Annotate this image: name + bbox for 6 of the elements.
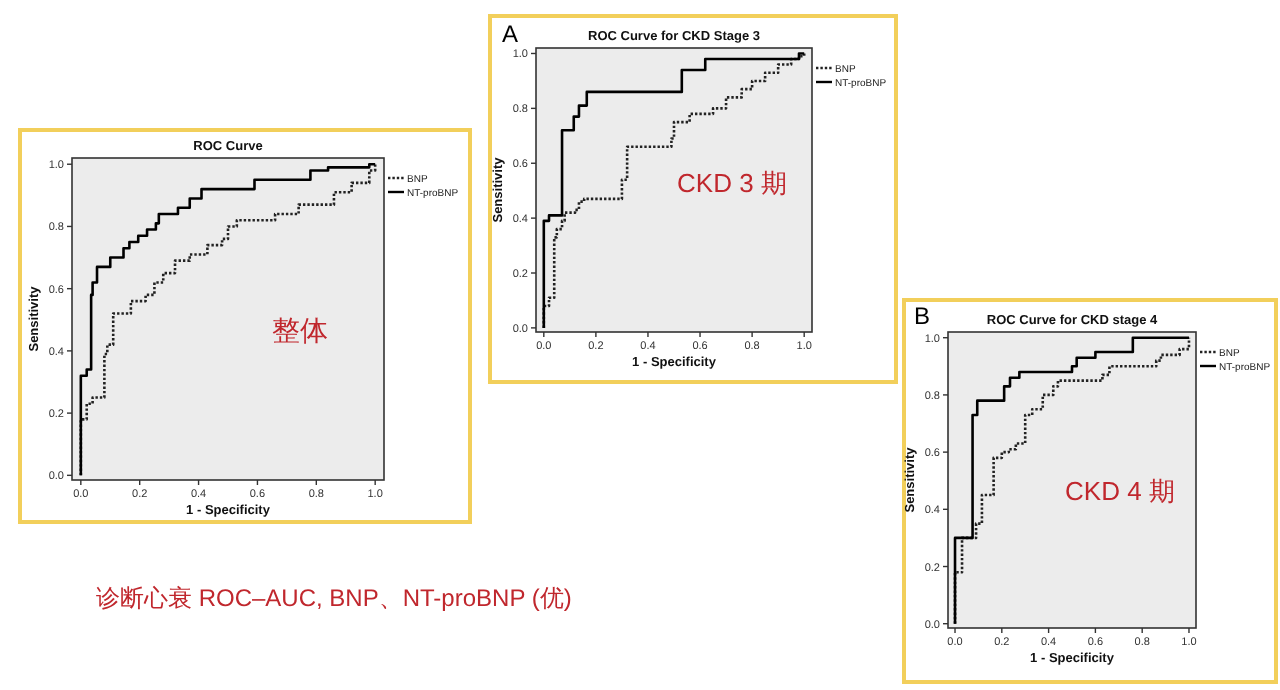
text: 诊断心衰 ROC–AUC, BNP、NT-proBNP (优) [96, 584, 572, 612]
text: A [502, 20, 519, 48]
annotation: CKD 3 期 [677, 168, 787, 198]
annotation: 整体 [272, 314, 328, 346]
annotation: CKD 4 期 [1065, 476, 1175, 506]
text: B [914, 302, 931, 330]
